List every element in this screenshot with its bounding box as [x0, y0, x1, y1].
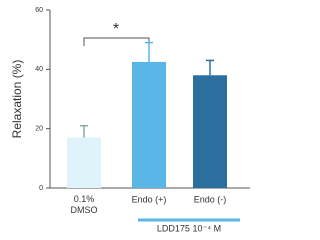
x-tick-label: 0.1% DMSO: [71, 194, 98, 215]
bar: [67, 137, 101, 188]
y-tick-label: 20: [35, 126, 43, 133]
chart: Relaxation (%) * LDD175 10⁻⁴ M 0 20 40 60 0.…: [10, 7, 250, 233]
bar: [132, 61, 166, 188]
y-tick-label: 0: [39, 185, 43, 192]
y-axis-label: Relaxation (%): [10, 60, 24, 139]
significance-bracket: [83, 37, 150, 46]
significance-mark: *: [113, 21, 119, 38]
x-tick-label: Endo (-): [194, 194, 227, 204]
y-tick-label: 60: [35, 7, 43, 14]
bar: [193, 75, 227, 188]
group-label: LDD175 10⁻⁴ M: [157, 223, 221, 233]
x-tick-label: Endo (+): [132, 194, 167, 204]
y-tick-label: 40: [35, 66, 43, 73]
